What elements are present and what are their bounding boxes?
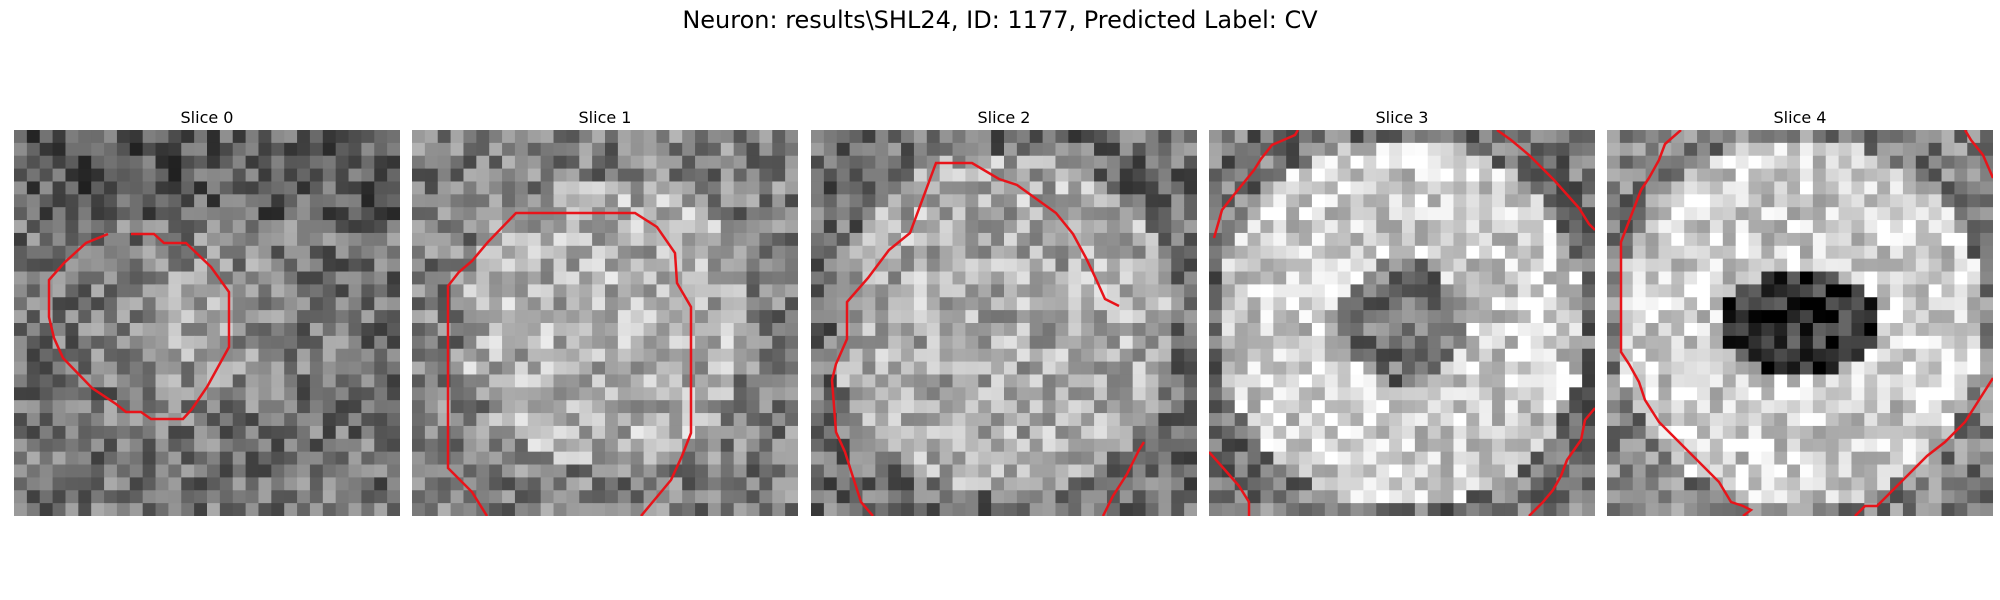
slice-panel-3: Slice 3 — [1209, 106, 1595, 516]
slice-panel-0: Slice 0 — [14, 106, 400, 516]
slice-image-4 — [1607, 130, 1993, 516]
roi-contour — [1209, 451, 1251, 516]
slice-panel-2: Slice 2 — [811, 106, 1197, 516]
slice-panel-4: Slice 4 — [1607, 106, 1993, 516]
roi-contour — [1212, 130, 1300, 239]
roi-contour — [1528, 407, 1595, 516]
slice-title: Slice 2 — [977, 108, 1031, 127]
roi-contour — [47, 232, 231, 421]
roi-contour — [830, 161, 1120, 516]
roi-contour — [1854, 377, 1993, 516]
slice-title: Slice 0 — [180, 108, 234, 127]
slice-title: Slice 4 — [1773, 108, 1827, 127]
roi-contour — [1496, 130, 1595, 231]
figure-title: Neuron: results\SHL24, ID: 1177, Predict… — [682, 6, 1318, 34]
slice-image-1 — [412, 130, 798, 516]
roi-contour — [446, 211, 693, 516]
slice-image-2 — [811, 130, 1197, 516]
roi-contour — [1101, 441, 1146, 516]
slice-panel-1: Slice 1 — [412, 106, 798, 516]
slice-title: Slice 3 — [1375, 108, 1429, 127]
roi-contour — [1963, 130, 1993, 179]
slice-title: Slice 1 — [578, 108, 632, 127]
slice-image-3 — [1209, 130, 1595, 516]
roi-contour — [1619, 130, 1754, 516]
slice-image-0 — [14, 130, 400, 516]
